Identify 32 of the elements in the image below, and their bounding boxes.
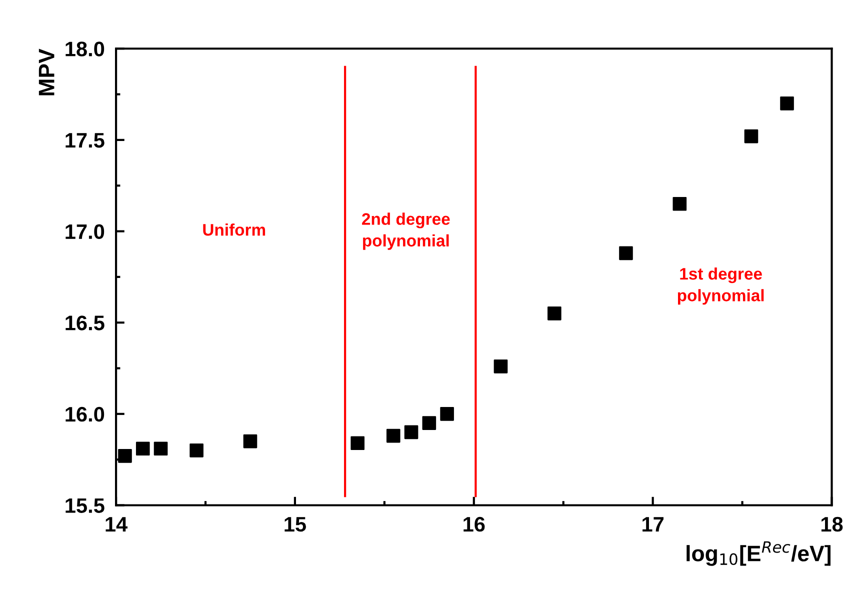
- point: [350, 436, 364, 450]
- point: [118, 449, 132, 463]
- point: [243, 434, 258, 448]
- y-tick-label: 15.5: [66, 498, 104, 513]
- annotation: Uniform: [203, 224, 266, 236]
- y-tick-label: 17.0: [66, 224, 104, 240]
- x-tick-label: 15: [284, 517, 306, 532]
- annotation: 1st degree polynomial: [678, 267, 764, 305]
- point: [780, 96, 794, 110]
- y-tick-label: 17.5: [66, 133, 104, 148]
- x-tick-label: 17: [642, 517, 664, 532]
- y-axis-title: MPV: [38, 48, 54, 96]
- point: [386, 428, 400, 443]
- x-tick-label: 14: [106, 517, 128, 532]
- annotation: 2nd degree polynomial: [362, 212, 450, 250]
- point: [136, 442, 150, 456]
- x-tick-label: 16: [464, 516, 485, 532]
- point: [422, 416, 436, 430]
- point: [440, 407, 454, 421]
- point: [672, 196, 687, 211]
- y-tick-label: 16.0: [66, 406, 104, 422]
- point: [619, 246, 633, 260]
- x-axis-title: log$_{10}$[E$^{Rec}$/eV]: [686, 541, 831, 566]
- point: [190, 444, 204, 458]
- x-tick-label: 18: [821, 516, 843, 532]
- point: [744, 129, 758, 144]
- point: [548, 306, 562, 320]
- point: [494, 360, 508, 374]
- y-tick-label: 18.0: [66, 42, 104, 56]
- y-tick-label: 16.5: [66, 316, 104, 330]
- point: [404, 425, 418, 440]
- point: [154, 442, 168, 456]
